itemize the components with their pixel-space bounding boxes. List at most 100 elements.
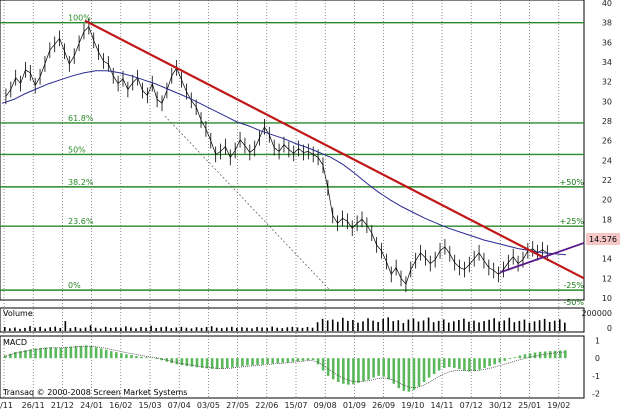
volume-bar <box>196 327 198 331</box>
y-tick-label: 14 <box>602 255 612 264</box>
macd-histogram-bar <box>95 347 98 358</box>
volume-bar <box>49 327 51 331</box>
macd-histogram-bar <box>549 351 552 358</box>
price-panel <box>0 0 584 300</box>
macd-histogram-bar <box>534 353 537 359</box>
macd-histogram-bar <box>85 345 88 358</box>
volume-bar <box>438 321 440 331</box>
volume-bar <box>468 322 470 331</box>
volume-bar <box>403 323 405 331</box>
x-tick-label: 16/02 <box>109 401 132 410</box>
macd-histogram-bar <box>226 358 229 368</box>
target-level-label: +50% <box>560 178 585 187</box>
volume-bar <box>297 327 299 331</box>
macd-histogram-bar <box>39 348 42 358</box>
volume-bar <box>236 328 238 331</box>
volume-bar <box>14 327 16 331</box>
y-tick-label: 36 <box>602 38 612 47</box>
current-price-tag: 14.576 <box>586 233 620 245</box>
volume-bar <box>398 320 400 331</box>
volume-bar <box>155 328 157 331</box>
macd-histogram-bar <box>181 358 184 365</box>
volume-bar <box>9 328 11 331</box>
volume-bar <box>135 328 137 331</box>
macd-histogram-bar <box>554 351 557 358</box>
volume-bar <box>75 327 77 331</box>
macd-histogram-bar <box>302 358 305 361</box>
volume-bar <box>186 328 188 331</box>
macd-histogram-bar <box>458 358 461 369</box>
volume-bar <box>392 321 394 331</box>
volume-bar <box>34 328 36 331</box>
volume-bar <box>90 325 92 331</box>
volume-bar <box>478 322 480 331</box>
macd-histogram-bar <box>463 358 466 370</box>
target-level-label: +25% <box>560 217 585 226</box>
macd-histogram-bar <box>498 358 501 362</box>
volume-bar <box>181 327 183 331</box>
volume-bar <box>307 327 309 331</box>
volume-bar <box>70 328 72 331</box>
macd-histogram-bar <box>337 358 340 382</box>
volume-bar <box>408 320 410 331</box>
volume-bar <box>130 327 132 331</box>
macd-histogram-bar <box>80 346 83 358</box>
volume-bar <box>221 328 223 331</box>
macd-histogram-bar <box>256 358 259 365</box>
macd-histogram-bar <box>418 358 421 386</box>
volume-bar <box>160 327 162 331</box>
macd-histogram-bar <box>75 346 78 358</box>
macd-tick-label: 0 <box>595 354 600 363</box>
macd-histogram-bar <box>564 350 567 358</box>
x-tick-label: 21/12 <box>51 401 74 410</box>
volume-bar <box>327 320 329 331</box>
volume-bar <box>362 321 364 331</box>
volume-bar <box>54 327 56 331</box>
macd-histogram-bar <box>387 358 390 379</box>
macd-histogram-bar <box>34 348 37 358</box>
volume-bar <box>241 327 243 331</box>
macd-histogram-bar <box>382 358 385 377</box>
macd-histogram-bar <box>478 358 481 369</box>
volume-bar <box>524 320 526 331</box>
volume-bar <box>387 317 389 331</box>
macd-histogram-bar <box>524 354 527 358</box>
volume-label: Volume <box>3 309 33 318</box>
target-level-label: -50% <box>563 298 584 307</box>
volume-bar <box>216 328 218 331</box>
macd-histogram-bar <box>125 354 128 358</box>
volume-bar <box>261 327 263 331</box>
x-tick-label: 25/01 <box>518 401 541 410</box>
volume-bar <box>271 327 273 331</box>
x-tick-label: 07/04 <box>168 401 191 410</box>
volume-bar <box>509 318 511 331</box>
macd-histogram-bar <box>468 358 471 371</box>
volume-bar <box>549 322 551 331</box>
volume-bar <box>372 321 374 331</box>
macd-histogram-bar <box>90 346 93 358</box>
macd-histogram-bar <box>281 358 284 363</box>
volume-bar <box>65 321 67 331</box>
volume-bar <box>493 318 495 331</box>
volume-bar <box>115 327 117 331</box>
macd-histogram-bar <box>443 358 446 368</box>
volume-bar <box>39 327 41 331</box>
macd-histogram-bar <box>120 353 123 358</box>
macd-histogram-bar <box>559 350 562 358</box>
x-tick-label: 15/03 <box>138 401 161 410</box>
volume-bar <box>352 320 354 331</box>
macd-histogram-bar <box>377 358 380 376</box>
y-tick-label: 28 <box>602 117 612 126</box>
x-tick-label: 26/09 <box>372 401 395 410</box>
x-tick-label: 19/10 <box>401 401 424 410</box>
macd-histogram-bar <box>493 358 496 364</box>
volume-bar <box>211 326 213 331</box>
volume-bar <box>423 320 425 331</box>
macd-histogram-bar <box>372 358 375 377</box>
volume-bar <box>534 321 536 331</box>
volume-bar <box>4 327 6 331</box>
y-tick-label: 30 <box>602 97 612 106</box>
macd-histogram-bar <box>266 358 269 364</box>
volume-bar <box>473 321 475 331</box>
